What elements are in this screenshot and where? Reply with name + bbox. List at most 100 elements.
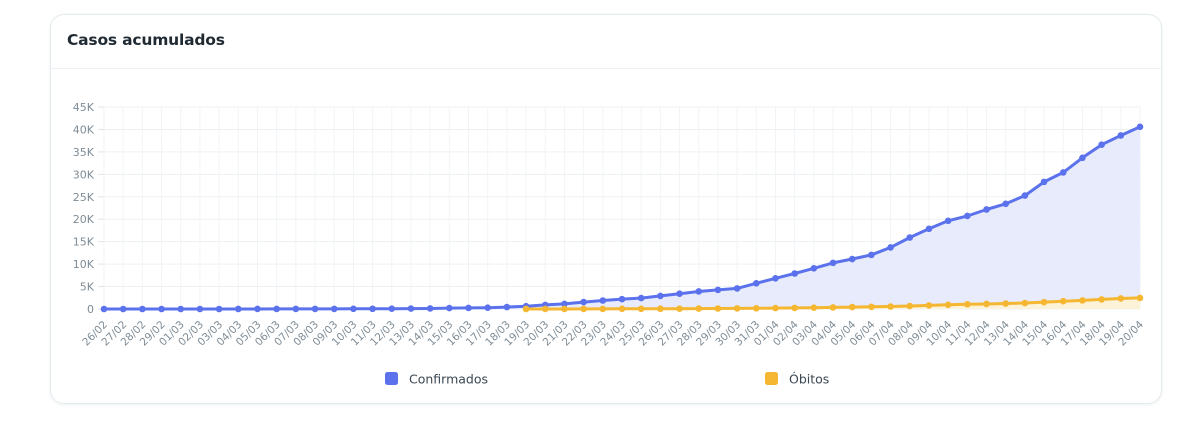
data-point: [484, 304, 492, 311]
y-tick-label: 30K: [73, 168, 95, 181]
legend-swatch: [765, 372, 778, 385]
data-point: [1040, 178, 1048, 186]
data-point: [887, 244, 894, 251]
data-point: [791, 304, 798, 312]
data-point: [541, 305, 549, 313]
cumulative-cases-chart: 0 5K 10K 15K 20K 25K 30K 35K 40K 45K 26/0227/0228/…: [73, 101, 1147, 387]
data-point: [407, 305, 415, 312]
chart-title: Casos acumulados: [67, 31, 225, 49]
data-point: [695, 288, 703, 295]
data-point: [637, 294, 645, 302]
data-point: [964, 300, 971, 308]
data-point: [810, 304, 818, 311]
legend-item-obitos: Óbitos: [765, 372, 829, 387]
data-point: [618, 305, 626, 313]
legend: Confirmados Óbitos: [385, 372, 829, 387]
data-point: [1136, 294, 1144, 302]
data-point: [215, 305, 223, 313]
series-confirmados-area: [104, 126, 1140, 309]
data-point: [1002, 300, 1010, 307]
data-point: [196, 305, 204, 313]
data-point: [177, 305, 185, 313]
data-point: [733, 285, 741, 292]
data-point: [465, 304, 472, 312]
y-tick-label: 40K: [73, 123, 95, 136]
data-point: [676, 290, 683, 297]
data-point: [752, 280, 760, 287]
data-point: [1040, 298, 1048, 306]
grid-lines: [103, 106, 1141, 310]
data-point: [1059, 297, 1067, 305]
data-point: [676, 305, 683, 312]
data-point: [944, 217, 952, 225]
y-tick-label: 35K: [73, 146, 95, 159]
data-point: [637, 305, 645, 313]
data-point: [158, 305, 165, 313]
data-point: [772, 275, 779, 282]
y-tick-label: 45K: [73, 101, 95, 114]
data-point: [139, 305, 146, 313]
data-point: [983, 206, 990, 213]
data-point: [810, 265, 818, 272]
data-point: [426, 305, 434, 312]
data-point: [829, 259, 837, 267]
data-point: [1002, 200, 1010, 208]
data-point: [1079, 154, 1086, 162]
y-tick-label: 10K: [73, 258, 95, 271]
x-axis: 26/0227/0228/0229/0201/0302/0303/0304/03…: [80, 318, 1146, 348]
legend-swatch: [385, 372, 398, 385]
legend-label: Confirmados: [409, 372, 488, 387]
y-tick-label: 0: [87, 303, 94, 316]
data-point: [906, 234, 914, 241]
data-point: [791, 270, 798, 277]
y-tick-label: 15K: [73, 236, 95, 249]
data-point: [983, 300, 990, 308]
data-point: [350, 305, 357, 313]
data-point: [561, 305, 568, 313]
data-point: [1098, 141, 1105, 149]
data-point: [234, 305, 242, 313]
data-point: [887, 303, 894, 310]
data-point: [599, 297, 607, 304]
data-point: [311, 305, 319, 313]
data-point: [1059, 169, 1067, 176]
data-point: [388, 305, 396, 312]
data-point: [580, 298, 587, 306]
data-point: [254, 305, 261, 313]
data-point: [925, 225, 933, 233]
data-point: [1021, 299, 1029, 307]
data-point: [657, 292, 664, 300]
data-point: [503, 303, 511, 311]
data-point: [733, 305, 741, 312]
y-tick-label: 20K: [73, 213, 95, 226]
data-point: [292, 305, 300, 313]
legend-item-confirmados: Confirmados: [385, 372, 488, 387]
data-point: [273, 305, 280, 313]
data-point: [580, 305, 587, 313]
data-point: [657, 305, 664, 313]
y-tick-label: 25K: [73, 191, 95, 204]
data-point: [1021, 192, 1029, 199]
data-point: [868, 303, 875, 311]
card-header: Casos acumulados: [51, 15, 1161, 69]
data-point: [1079, 297, 1086, 304]
data-point: [944, 301, 952, 309]
series-confirmados-points: [100, 123, 1144, 313]
y-tick-label: 5K: [80, 281, 95, 294]
data-point: [1117, 295, 1125, 302]
data-point: [1136, 123, 1144, 131]
data-point: [522, 305, 530, 313]
data-point: [848, 255, 856, 263]
data-point: [119, 305, 127, 313]
data-point: [330, 305, 338, 313]
data-point: [964, 212, 971, 220]
series-obitos-points: [522, 294, 1144, 313]
data-point: [100, 305, 108, 313]
data-point: [369, 305, 376, 313]
legend-label: Óbitos: [789, 372, 829, 387]
data-point: [599, 305, 607, 313]
data-point: [772, 304, 779, 312]
data-point: [714, 305, 722, 312]
data-point: [906, 302, 914, 310]
data-point: [1117, 132, 1125, 139]
